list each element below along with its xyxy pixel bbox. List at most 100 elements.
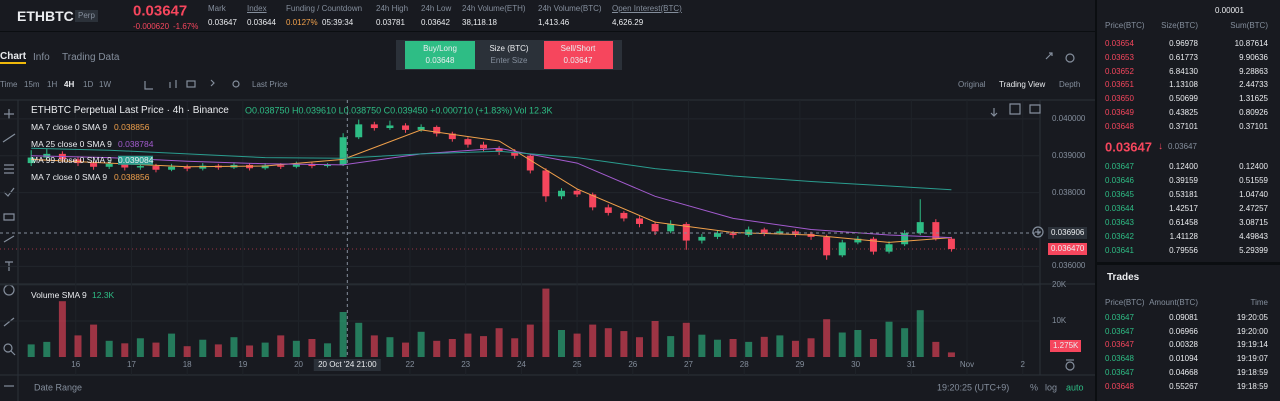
ask-cell: 6.84130 [1169, 66, 1198, 76]
ask-cell: 0.03654 [1105, 39, 1134, 48]
volume-tick-label: 10K [1052, 316, 1067, 325]
candle-body [355, 124, 363, 138]
bid-cell: 0.51559 [1239, 176, 1268, 185]
bid-cell: 1.04740 [1239, 190, 1268, 199]
log-toggle[interactable]: log [1045, 382, 1058, 393]
x-tick-label: 28 [739, 360, 749, 369]
volume-bar [90, 324, 98, 357]
tab[interactable]: Info [33, 52, 50, 63]
trades-panel [1097, 265, 1280, 401]
last-price: 0.03647 [133, 2, 188, 20]
tool-icons[interactable] [2, 52, 1075, 387]
candle-body [776, 231, 784, 234]
volume-bar [152, 342, 160, 357]
trade-cell: 0.03647 [1105, 340, 1134, 350]
bid-cell: 1.42517 [1169, 204, 1198, 213]
bid-cell: 0.53181 [1169, 190, 1198, 199]
candle-body [495, 148, 503, 153]
ask-cell: 9.90636 [1239, 52, 1268, 62]
date-range[interactable]: Date Range [34, 382, 83, 393]
volume-bar [760, 336, 768, 357]
candle-body [651, 223, 659, 232]
volume-bar [417, 331, 425, 357]
chart [0, 52, 1095, 401]
buy-button[interactable] [405, 41, 475, 69]
interval[interactable]: 15m [24, 80, 40, 89]
x-tick-label: 23 [461, 360, 471, 369]
ma-line [31, 147, 952, 239]
x-tick-label: 24 [516, 360, 526, 369]
candle-body [183, 166, 191, 169]
x-tick-label: 2 [1020, 360, 1025, 369]
trade-cell: 0.55267 [1169, 381, 1198, 391]
volume-bar [526, 324, 534, 357]
volume-bar [199, 339, 207, 357]
buy-price: 0.03648 [425, 56, 455, 65]
sell-price: 0.03647 [563, 56, 593, 65]
auto-toggle[interactable]: auto [1066, 382, 1084, 393]
pct-toggle[interactable]: % [1030, 382, 1039, 393]
candle-body [90, 163, 98, 167]
candle-body [464, 139, 472, 145]
volume-bar [698, 334, 706, 357]
volume-bar [230, 337, 238, 357]
volume-value: 12.3K [92, 289, 115, 300]
stat-label: Open Interest(BTC) [612, 4, 682, 13]
stat-label: Index [247, 4, 267, 13]
interval[interactable]: 1W [99, 80, 111, 89]
trade-cell: 0.09081 [1169, 313, 1198, 322]
view-tab[interactable]: Trading View [999, 80, 1046, 89]
volume-bar [27, 344, 35, 357]
bid-cell: 0.03643 [1105, 218, 1134, 227]
clock: 19:20:25 (UTC+9) [937, 382, 1010, 393]
ma-legend-value: 0.038784 [118, 138, 154, 149]
trade-cell: 0.03647 [1105, 367, 1134, 377]
view-tab[interactable]: Depth [1059, 80, 1081, 89]
tab[interactable]: Trading Data [62, 52, 120, 63]
volume-bar [573, 333, 581, 357]
ask-cell: 0.03653 [1105, 52, 1134, 62]
interval[interactable]: Time [0, 80, 18, 89]
volume-bar [713, 339, 721, 357]
candle-body [557, 190, 565, 197]
candle-body [667, 223, 675, 232]
stat-value: 38,118.18 [462, 18, 497, 27]
sell-button[interactable] [544, 41, 613, 69]
tick-size[interactable]: 0.00001 [1215, 6, 1244, 15]
volume-bar [386, 337, 394, 357]
interval[interactable]: 1H [47, 80, 58, 89]
ask-cell: 10.87614 [1234, 39, 1268, 48]
candle-body [292, 163, 300, 167]
price-type[interactable]: Last Price [252, 80, 288, 89]
bid-cell: 0.03646 [1105, 176, 1134, 185]
mid-price: 0.03647 [1105, 139, 1152, 155]
bid-cell: 0.03644 [1105, 204, 1134, 213]
ask-cell: 0.37101 [1169, 121, 1198, 131]
ask-cell: 0.96978 [1169, 39, 1198, 48]
volume-bar [183, 346, 191, 357]
candle-body [526, 155, 534, 171]
volume-bar [277, 335, 285, 357]
bid-cell: 4.49843 [1239, 232, 1268, 241]
ask-cell: 0.03648 [1105, 121, 1134, 131]
x-tick-label: 20 [294, 360, 304, 369]
view-tab[interactable]: Original [958, 80, 986, 89]
volume-bar [667, 336, 675, 357]
volume-bar [901, 328, 909, 357]
interval[interactable]: 1D [83, 80, 94, 89]
interval[interactable]: 4H [64, 80, 75, 89]
volume-bar [869, 339, 877, 357]
stat-label: Mark [208, 4, 226, 13]
volume-bar [168, 333, 176, 357]
trade-cell: 0.03648 [1105, 354, 1134, 364]
ma-legend-name: MA 99 close 0 SMA 9 [31, 155, 112, 166]
vol-text: Vol 12.3K [514, 105, 553, 116]
volume-bar [121, 343, 129, 357]
volume-bar [604, 328, 612, 357]
ma-legend-name: MA 25 close 0 SMA 9 [31, 138, 112, 149]
bid-cell: 0.61458 [1169, 218, 1198, 227]
size-input: Enter Size [490, 56, 528, 65]
trade-cell: 0.03647 [1105, 313, 1134, 322]
volume-tick-label: 20K [1052, 280, 1067, 289]
tab[interactable]: Chart [0, 51, 27, 64]
